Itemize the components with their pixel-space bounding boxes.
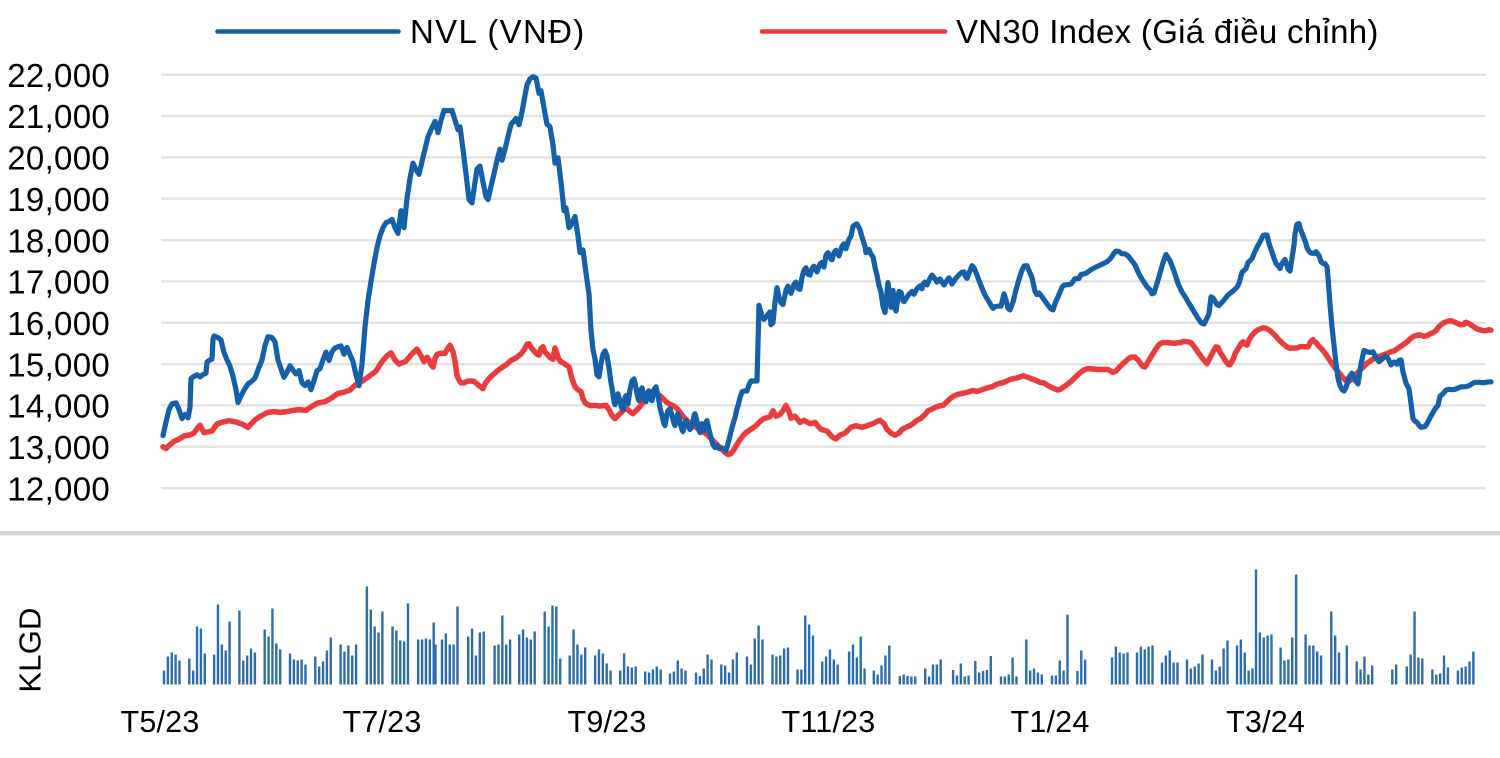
svg-text:22,000: 22,000	[7, 57, 110, 94]
svg-text:T11/23: T11/23	[782, 705, 876, 739]
svg-text:T7/23: T7/23	[343, 705, 422, 739]
svg-text:T9/23: T9/23	[568, 705, 647, 739]
svg-text:T5/23: T5/23	[121, 705, 200, 739]
svg-text:14,000: 14,000	[7, 388, 110, 425]
svg-text:17,000: 17,000	[7, 264, 110, 301]
svg-text:19,000: 19,000	[7, 181, 110, 218]
svg-text:18,000: 18,000	[7, 222, 110, 259]
svg-text:16,000: 16,000	[7, 305, 110, 342]
svg-text:VN30 Index (Giá điều chỉnh): VN30 Index (Giá điều chỉnh)	[956, 13, 1379, 50]
svg-text:12,000: 12,000	[7, 470, 110, 507]
svg-text:NVL (VNĐ): NVL (VNĐ)	[410, 13, 586, 50]
svg-text:13,000: 13,000	[7, 429, 110, 466]
svg-text:15,000: 15,000	[7, 346, 110, 383]
svg-text:20,000: 20,000	[7, 140, 110, 177]
svg-text:21,000: 21,000	[7, 98, 110, 135]
svg-text:KLGD: KLGD	[13, 607, 48, 692]
svg-text:T1/24: T1/24	[1011, 705, 1090, 739]
svg-text:T3/24: T3/24	[1226, 705, 1305, 739]
